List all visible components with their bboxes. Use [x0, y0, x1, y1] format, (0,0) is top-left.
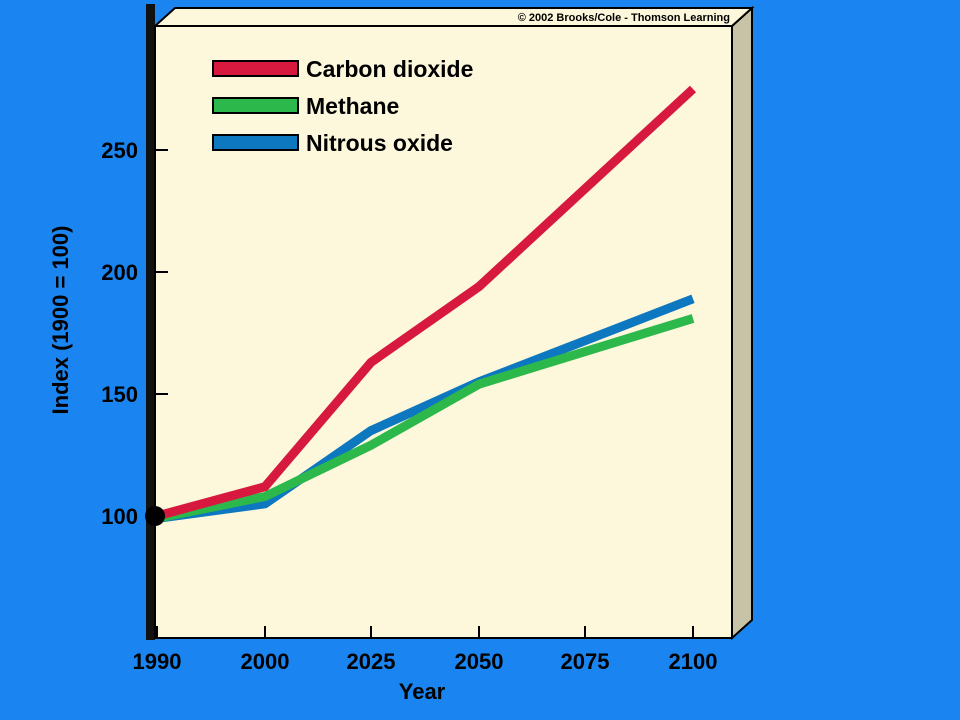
x-tick-label: 2000: [241, 649, 290, 674]
y-tick-label: 100: [101, 504, 138, 529]
y-axis: 100 150 200 250: [101, 138, 168, 529]
legend-label: Nitrous oxide: [306, 130, 453, 156]
legend-swatch: [212, 60, 299, 77]
y-tick-label: 200: [101, 260, 138, 285]
y-tick-label: 150: [101, 382, 138, 407]
x-tick-label: 2100: [669, 649, 718, 674]
x-tick-label: 2075: [561, 649, 610, 674]
legend-label: Methane: [306, 93, 399, 119]
x-axis: 1990 2000 2025 2050 2075 2100: [133, 626, 718, 674]
series-line-carbon-dioxide: [155, 85, 697, 521]
series-line-nitrous-oxide: [156, 294, 695, 523]
copyright-text: © 2002 Brooks/Cole - Thomson Learning: [518, 12, 730, 24]
plot-box-side: [731, 5, 753, 641]
y-tick-label: 250: [101, 138, 138, 163]
x-tick-label: 1990: [133, 649, 182, 674]
legend-label: Carbon dioxide: [306, 56, 473, 82]
series-layer: [145, 85, 697, 526]
x-tick-label: 2050: [455, 649, 504, 674]
x-tick-label: 2025: [347, 649, 396, 674]
legend: Carbon dioxide Methane Nitrous oxide: [212, 56, 473, 156]
legend-swatch: [212, 134, 299, 151]
y-axis-title: Index (1900 = 100): [48, 226, 73, 415]
x-axis-title: Year: [399, 679, 446, 704]
legend-swatch: [212, 97, 299, 114]
start-point-marker: [145, 506, 165, 526]
series-line-methane: [156, 314, 695, 523]
plot-box-left-edge: [146, 4, 155, 640]
